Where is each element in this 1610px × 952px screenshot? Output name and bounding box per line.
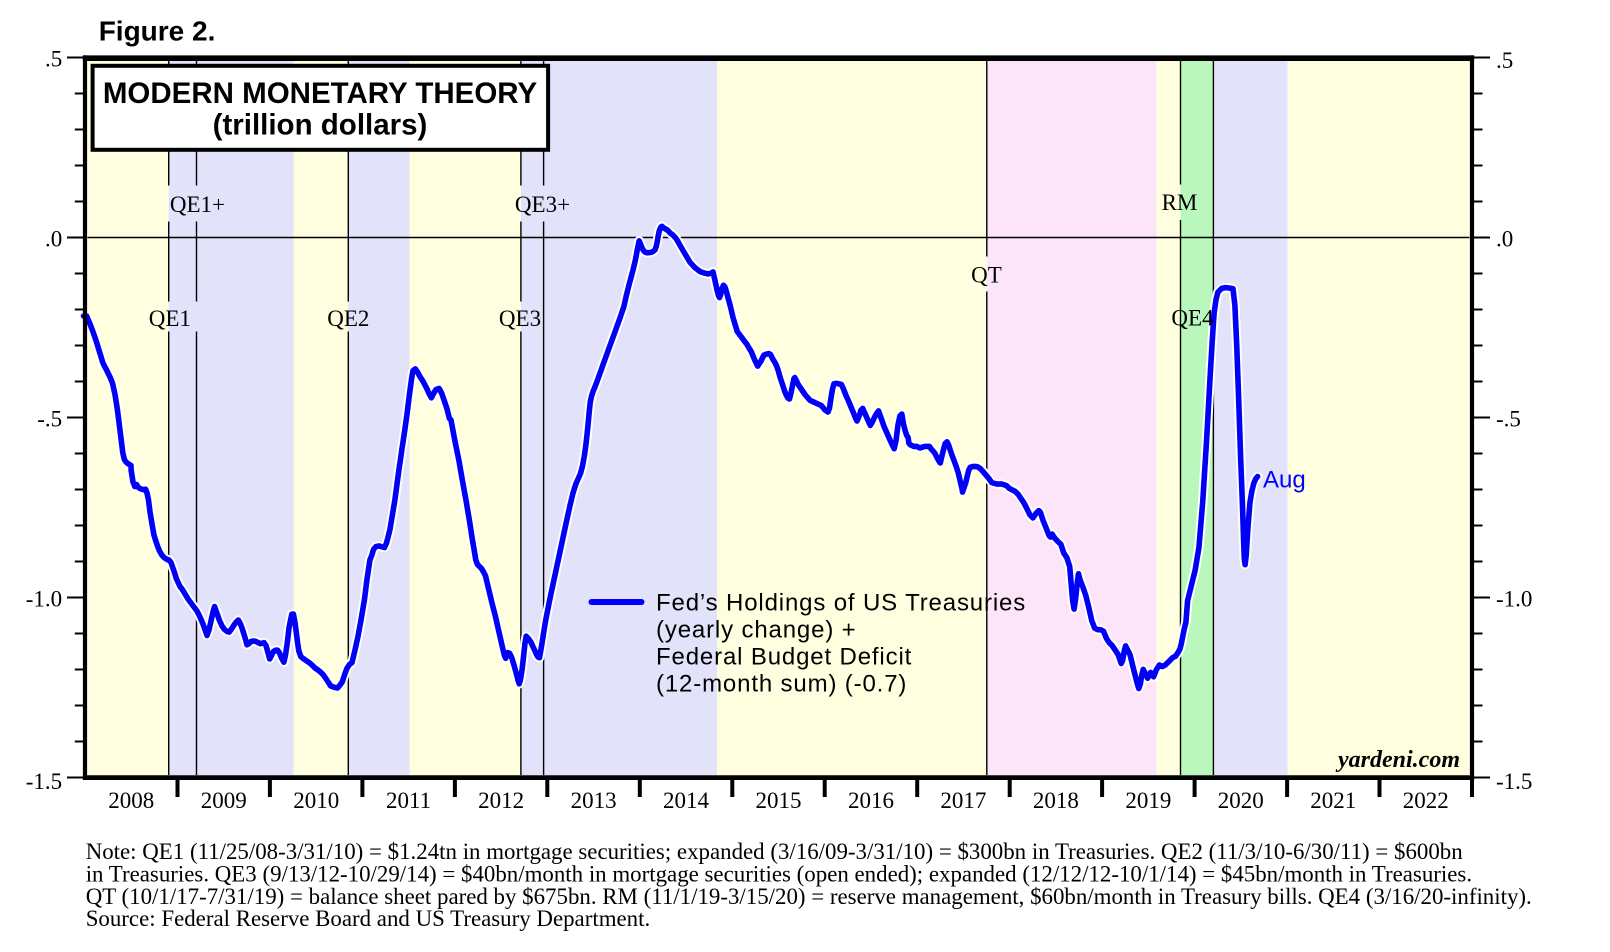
svg-text:2012: 2012 (478, 788, 524, 813)
svg-text:2008: 2008 (108, 788, 154, 813)
svg-text:QE1+: QE1+ (170, 192, 225, 217)
svg-text:2014: 2014 (663, 788, 710, 813)
svg-text:2019: 2019 (1125, 788, 1171, 813)
svg-text:QE1: QE1 (149, 306, 191, 331)
svg-text:QE2: QE2 (327, 306, 369, 331)
svg-text:in Treasuries. QE3 (9/13/12-10: in Treasuries. QE3 (9/13/12-10/29/14) = … (86, 861, 1472, 886)
svg-text:Federal Budget Deficit: Federal Budget Deficit (656, 644, 912, 671)
svg-text:.5: .5 (1496, 48, 1513, 73)
svg-text:2011: 2011 (386, 788, 431, 813)
svg-text:2013: 2013 (571, 788, 617, 813)
svg-text:-1.5: -1.5 (1496, 769, 1532, 794)
svg-text:Figure 2.: Figure 2. (99, 16, 216, 47)
svg-text:QT: QT (971, 263, 1002, 288)
svg-text:.5: .5 (45, 47, 62, 72)
svg-text:Source: Federal Reserve Board: Source: Federal Reserve Board and US Tre… (86, 906, 651, 931)
svg-text:Note: QE1 (11/25/08-3/31/10) =: Note: QE1 (11/25/08-3/31/10) = $1.24tn i… (86, 839, 1464, 864)
svg-text:QE4: QE4 (1171, 306, 1214, 331)
svg-text:-.5: -.5 (37, 407, 62, 432)
svg-text:QE3+: QE3+ (515, 192, 570, 217)
svg-text:-.5: -.5 (1496, 407, 1521, 432)
svg-text:Fed’s Holdings of US Treasurie: Fed’s Holdings of US Treasuries (656, 590, 1026, 617)
svg-text:QT (10/1/17-7/31/19) = balance: QT (10/1/17-7/31/19) = balance sheet par… (86, 884, 1532, 909)
svg-text:2017: 2017 (940, 788, 986, 813)
svg-text:2022: 2022 (1403, 788, 1449, 813)
svg-text:2015: 2015 (756, 788, 802, 813)
svg-text:(yearly change) +: (yearly change) + (656, 617, 857, 644)
svg-text:2021: 2021 (1310, 788, 1356, 813)
svg-text:2020: 2020 (1218, 788, 1264, 813)
svg-text:-1.0: -1.0 (26, 587, 62, 612)
svg-text:MODERN MONETARY THEORY: MODERN MONETARY THEORY (103, 77, 538, 110)
svg-text:-1.5: -1.5 (26, 769, 62, 794)
svg-text:(trillion dollars): (trillion dollars) (213, 108, 428, 141)
svg-text:2018: 2018 (1033, 788, 1079, 813)
svg-text:(12-month sum) (-0.7): (12-month sum) (-0.7) (656, 671, 907, 698)
svg-text:QE3: QE3 (499, 306, 541, 331)
svg-text:2010: 2010 (293, 788, 339, 813)
svg-text:.0: .0 (1496, 227, 1513, 252)
svg-text:Aug: Aug (1263, 467, 1306, 494)
svg-text:2016: 2016 (848, 788, 894, 813)
svg-text:.0: .0 (45, 227, 62, 252)
svg-text:RM: RM (1162, 190, 1198, 215)
svg-text:-1.0: -1.0 (1496, 587, 1532, 612)
svg-text:2009: 2009 (201, 788, 247, 813)
svg-text:yardeni.com: yardeni.com (1335, 747, 1460, 773)
